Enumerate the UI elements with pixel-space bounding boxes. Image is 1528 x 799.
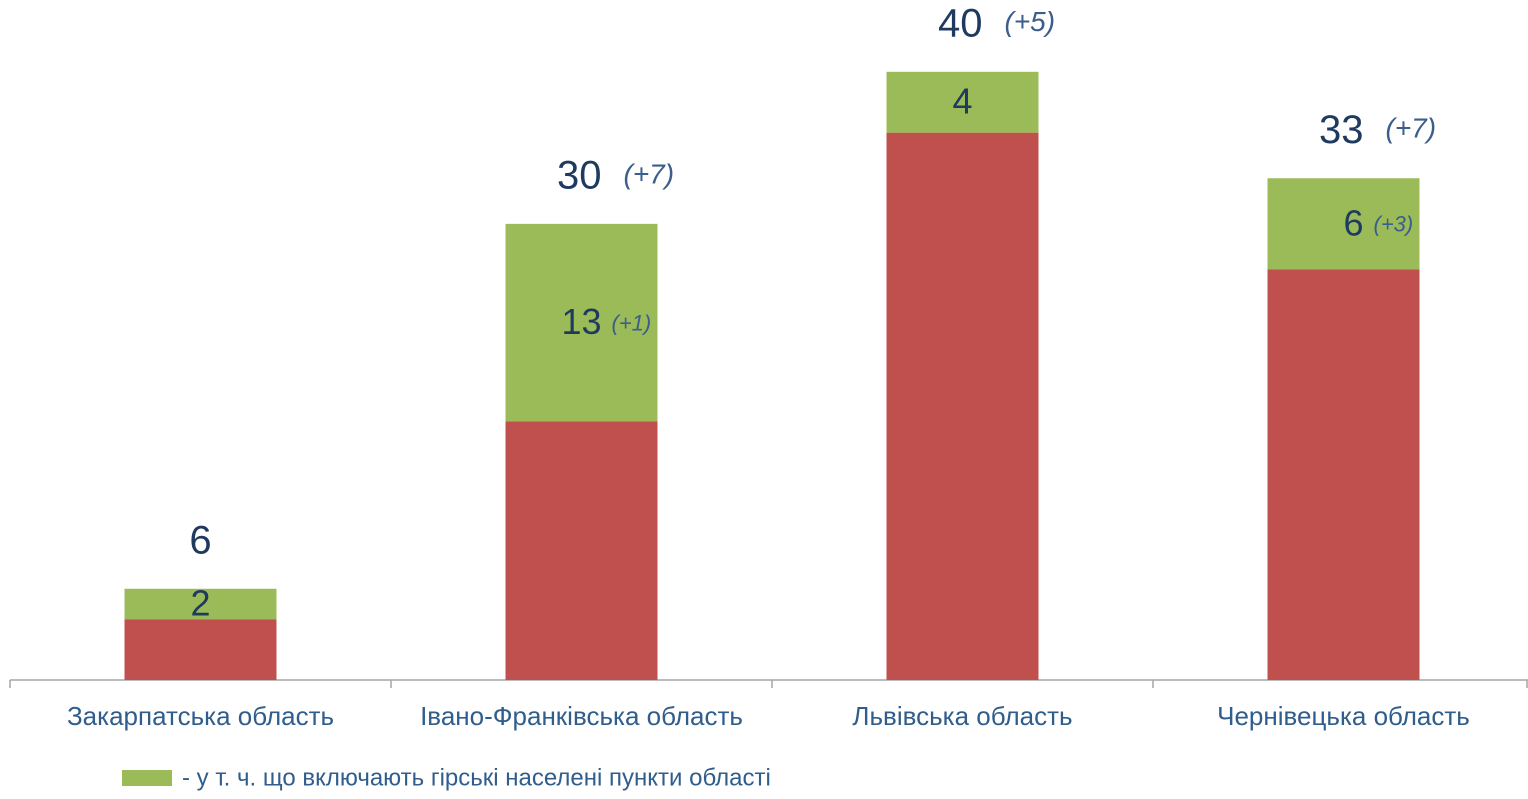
bar-segment [1267, 269, 1420, 680]
total-change: (+7) [1386, 113, 1437, 144]
total-change: (+5) [1005, 6, 1056, 37]
x-tick-label: Львівська область [852, 701, 1072, 731]
total-label: 40 [938, 1, 983, 45]
total-label: 30 [557, 153, 602, 197]
x-tick-label: Закарпатська область [67, 701, 334, 731]
total-label: 6 [189, 518, 211, 562]
segment-label: 4 [952, 81, 972, 122]
segment-label: 2 [190, 582, 210, 623]
total-change: (+7) [624, 158, 675, 189]
total-label: 33 [1319, 108, 1364, 152]
bar-segment [886, 71, 1039, 133]
x-tick-label: Івано-Франківська область [420, 701, 743, 731]
segment-label: 6 [1343, 202, 1363, 243]
bar-segment [124, 619, 277, 680]
legend-label: - у т. ч. що включають гірські населені … [182, 764, 771, 791]
bar-segment [886, 132, 1039, 681]
segment-change: (+1) [612, 311, 652, 336]
segment-label: 13 [561, 301, 601, 342]
bar-segment [505, 421, 658, 680]
bar-segment [1267, 178, 1420, 270]
legend-swatch [122, 770, 172, 786]
bar-segment [505, 223, 658, 422]
segment-change: (+3) [1374, 212, 1414, 237]
bar-segment [124, 588, 277, 620]
x-tick-label: Чернівецька область [1217, 701, 1470, 731]
